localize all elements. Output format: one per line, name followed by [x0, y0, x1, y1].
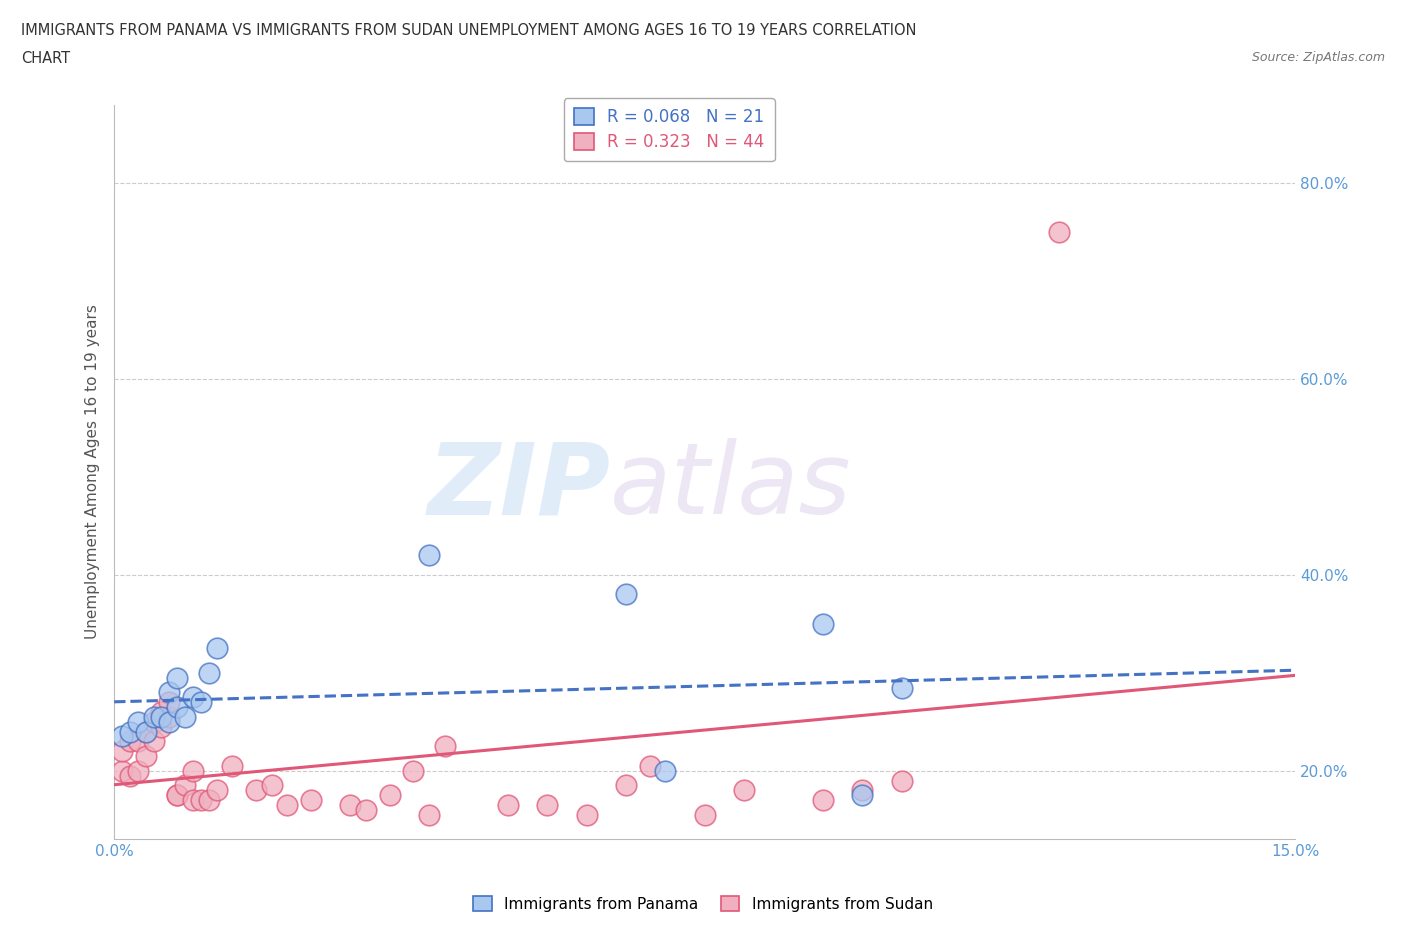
- Text: CHART: CHART: [21, 51, 70, 66]
- Text: ZIP: ZIP: [427, 438, 610, 535]
- Point: [654, 764, 676, 778]
- Text: IMMIGRANTS FROM PANAMA VS IMMIGRANTS FROM SUDAN UNEMPLOYMENT AMONG AGES 16 TO 19: IMMIGRANTS FROM PANAMA VS IMMIGRANTS FRO…: [21, 23, 917, 38]
- Point: [851, 788, 873, 803]
- Point: [127, 714, 149, 729]
- Point: [127, 764, 149, 778]
- Point: [890, 773, 912, 788]
- Point: [150, 710, 173, 724]
- Point: [205, 641, 228, 656]
- Point: [197, 792, 219, 807]
- Point: [157, 695, 180, 710]
- Point: [111, 729, 134, 744]
- Point: [166, 788, 188, 803]
- Point: [536, 798, 558, 813]
- Y-axis label: Unemployment Among Ages 16 to 19 years: Unemployment Among Ages 16 to 19 years: [86, 305, 100, 640]
- Point: [851, 783, 873, 798]
- Point: [693, 807, 716, 822]
- Point: [181, 792, 204, 807]
- Point: [135, 724, 157, 739]
- Point: [135, 749, 157, 764]
- Point: [174, 778, 197, 793]
- Point: [111, 764, 134, 778]
- Point: [614, 587, 637, 602]
- Point: [890, 680, 912, 695]
- Point: [205, 783, 228, 798]
- Text: Source: ZipAtlas.com: Source: ZipAtlas.com: [1251, 51, 1385, 64]
- Point: [127, 734, 149, 749]
- Point: [135, 724, 157, 739]
- Point: [190, 695, 212, 710]
- Point: [418, 548, 440, 563]
- Point: [378, 788, 401, 803]
- Point: [150, 705, 173, 720]
- Point: [118, 724, 141, 739]
- Point: [811, 792, 834, 807]
- Point: [276, 798, 298, 813]
- Point: [354, 803, 377, 817]
- Point: [166, 788, 188, 803]
- Point: [157, 714, 180, 729]
- Point: [118, 734, 141, 749]
- Point: [260, 778, 283, 793]
- Point: [166, 671, 188, 685]
- Point: [157, 710, 180, 724]
- Point: [111, 744, 134, 759]
- Point: [190, 792, 212, 807]
- Point: [142, 714, 165, 729]
- Point: [245, 783, 267, 798]
- Point: [142, 710, 165, 724]
- Point: [181, 764, 204, 778]
- Point: [614, 778, 637, 793]
- Point: [181, 690, 204, 705]
- Point: [142, 734, 165, 749]
- Point: [496, 798, 519, 813]
- Point: [811, 617, 834, 631]
- Point: [418, 807, 440, 822]
- Point: [221, 759, 243, 774]
- Point: [339, 798, 361, 813]
- Point: [197, 665, 219, 680]
- Point: [433, 738, 456, 753]
- Legend: Immigrants from Panama, Immigrants from Sudan: Immigrants from Panama, Immigrants from …: [467, 889, 939, 918]
- Point: [150, 719, 173, 734]
- Point: [638, 759, 661, 774]
- Point: [118, 768, 141, 783]
- Point: [733, 783, 755, 798]
- Point: [299, 792, 322, 807]
- Legend: R = 0.068   N = 21, R = 0.323   N = 44: R = 0.068 N = 21, R = 0.323 N = 44: [564, 99, 775, 161]
- Point: [402, 764, 425, 778]
- Point: [1047, 224, 1070, 239]
- Point: [157, 685, 180, 700]
- Point: [174, 710, 197, 724]
- Text: atlas: atlas: [610, 438, 852, 535]
- Point: [575, 807, 598, 822]
- Point: [166, 699, 188, 714]
